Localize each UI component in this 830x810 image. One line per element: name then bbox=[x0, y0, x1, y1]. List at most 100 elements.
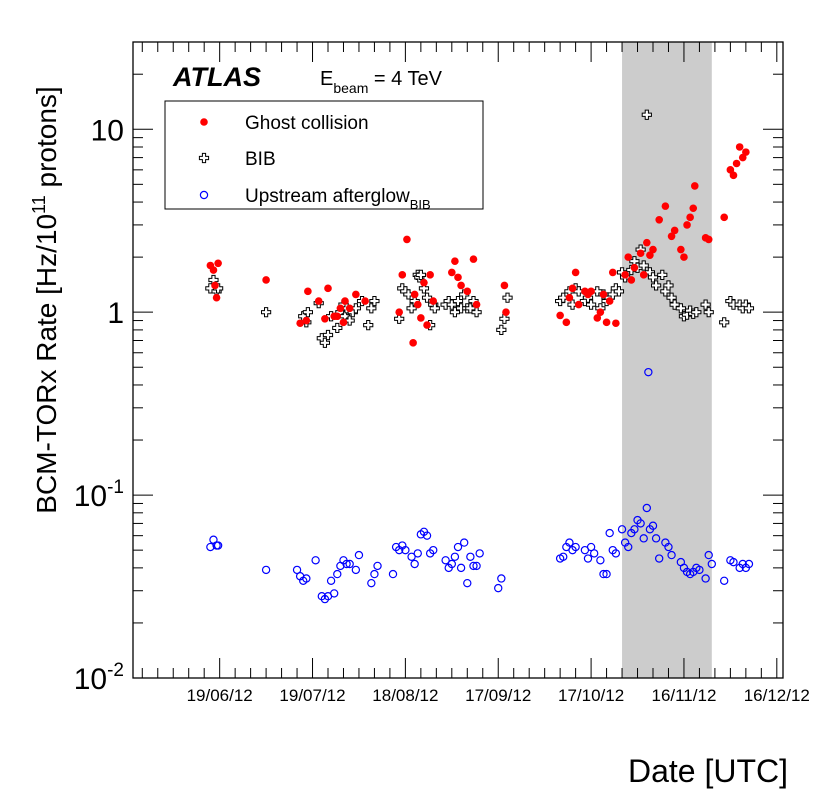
ghost-collision-point bbox=[608, 268, 617, 277]
legend-box bbox=[164, 100, 484, 210]
atlas-label: ATLAS bbox=[172, 62, 261, 92]
ghost-collision-point bbox=[398, 271, 407, 279]
ghost-collision-point bbox=[336, 304, 345, 313]
ghost-collision-point bbox=[352, 290, 360, 299]
upstream-afterglow-point bbox=[611, 549, 621, 558]
upstream-afterglow-point bbox=[565, 538, 574, 547]
upstream-afterglow-point bbox=[729, 557, 738, 567]
upstream-afterglow-point bbox=[701, 574, 710, 583]
y-axis-title-prefix: BCM-TORx Rate [Hz/10 bbox=[31, 214, 62, 514]
bib-point bbox=[322, 329, 334, 341]
ghost-collision-point bbox=[624, 253, 633, 261]
bib-point bbox=[369, 295, 380, 307]
bib-point bbox=[502, 292, 513, 303]
upstream-afterglow-point bbox=[410, 559, 419, 569]
beam-energy-sub: beam bbox=[333, 80, 368, 96]
ghost-collision-point bbox=[602, 318, 611, 327]
bib-point bbox=[429, 303, 440, 314]
upstream-afterglow-point bbox=[704, 550, 713, 560]
bib-point bbox=[366, 303, 377, 314]
upstream-afterglow-point bbox=[497, 574, 506, 583]
upstream-afterglow-point bbox=[213, 541, 223, 550]
upstream-afterglow-point bbox=[630, 525, 639, 534]
ghost-collision-point bbox=[420, 278, 428, 287]
ghost-collision-point bbox=[612, 319, 620, 328]
ghost-collision-point bbox=[454, 273, 462, 282]
beam-energy-prefix: E bbox=[320, 68, 333, 90]
ghost-collision-point bbox=[587, 287, 595, 296]
ghost-collision-point bbox=[605, 297, 614, 305]
upstream-afterglow-point bbox=[639, 534, 648, 543]
upstream-afterglow-point bbox=[413, 549, 422, 558]
x-tick-label: 16/11/12 bbox=[651, 686, 716, 705]
bib-point bbox=[406, 303, 417, 314]
ghost-collision-point bbox=[683, 221, 691, 229]
upstream-afterglow-point bbox=[302, 574, 311, 583]
upstream-afterglow-point bbox=[466, 552, 475, 561]
upstream-afterglow-point bbox=[206, 542, 215, 552]
ghost-collision-point bbox=[630, 263, 639, 272]
legend-label-ghost-collision: Ghost collision bbox=[245, 113, 369, 134]
ghost-collision-point bbox=[341, 297, 349, 305]
x-tick-label: 18/08/12 bbox=[372, 686, 438, 705]
y-tick-label: 10-2 bbox=[74, 660, 124, 696]
ghost-collision-point bbox=[321, 315, 329, 323]
upstream-afterglow-point bbox=[422, 531, 432, 540]
upstream-afterglow-point bbox=[345, 559, 354, 569]
ghost-collision-point bbox=[502, 308, 510, 316]
upstream-afterglow-point bbox=[571, 542, 580, 552]
bib-point bbox=[558, 292, 569, 303]
ghost-collision-point bbox=[690, 182, 699, 190]
upstream-afterglow-point bbox=[494, 583, 503, 593]
ghost-collision-point bbox=[574, 300, 583, 309]
y-tick-label: 10 bbox=[91, 114, 124, 147]
x-axis-title: Date [UTC] bbox=[628, 753, 788, 789]
x-tick-label: 16/12/12 bbox=[744, 686, 810, 705]
ghost-collision-point bbox=[403, 235, 411, 244]
upstream-afterglow-point bbox=[329, 589, 339, 598]
upstream-afterglow-point bbox=[599, 569, 608, 579]
upstream-afterglow-point bbox=[354, 550, 364, 560]
upstream-afterglow-point bbox=[351, 565, 361, 575]
legend-label-upstream-afterglow: Upstream afterglowBIB bbox=[245, 186, 431, 212]
series-upstream-afterglow bbox=[206, 367, 754, 604]
ghost-collision-point bbox=[345, 304, 354, 313]
x-tick-label: 19/07/12 bbox=[279, 686, 345, 705]
bib-point bbox=[394, 313, 405, 324]
upstream-afterglow-point bbox=[664, 542, 673, 552]
ghost-collision-point bbox=[627, 276, 636, 284]
bib-point bbox=[471, 307, 482, 318]
upstream-afterglow-point bbox=[475, 549, 484, 558]
y-axis-title-sup: 11 bbox=[29, 195, 49, 214]
bib-point bbox=[613, 286, 625, 297]
upstream-afterglow-point bbox=[605, 528, 614, 538]
bib-point bbox=[302, 307, 313, 318]
upstream-afterglow-point bbox=[370, 569, 379, 579]
ghost-collision-point bbox=[704, 235, 713, 244]
upstream-afterglow-point bbox=[719, 576, 729, 585]
bib-point bbox=[449, 307, 461, 318]
ghost-collision-point bbox=[686, 213, 694, 222]
ghost-collision-point bbox=[599, 290, 608, 299]
ghost-collision-point bbox=[621, 271, 629, 279]
upstream-afterglow-point bbox=[472, 561, 481, 571]
ghost-collision-point bbox=[677, 245, 685, 254]
bib-point bbox=[663, 280, 674, 291]
y-tick-label: 1 bbox=[107, 297, 124, 330]
y-axis-title: BCM-TORx Rate [Hz/1011 protons] bbox=[29, 86, 62, 513]
upstream-afterglow-point bbox=[695, 565, 704, 575]
ghost-collision-point bbox=[643, 238, 651, 247]
ghost-collision-point bbox=[661, 202, 670, 210]
upstream-afterglow-point bbox=[326, 576, 336, 585]
upstream-afterglow-point bbox=[654, 554, 664, 563]
upstream-afterglow-point bbox=[707, 559, 717, 569]
ghost-collision-point bbox=[209, 266, 218, 274]
ghost-collision-point bbox=[670, 226, 679, 235]
upstream-afterglow-point bbox=[744, 559, 754, 569]
upstream-afterglow-point bbox=[583, 554, 593, 563]
legend-marker-bib bbox=[198, 152, 210, 164]
ghost-collision-point bbox=[410, 290, 419, 299]
ghost-collision-point bbox=[593, 314, 602, 322]
shaded-region bbox=[622, 42, 712, 678]
bib-point bbox=[641, 109, 652, 120]
